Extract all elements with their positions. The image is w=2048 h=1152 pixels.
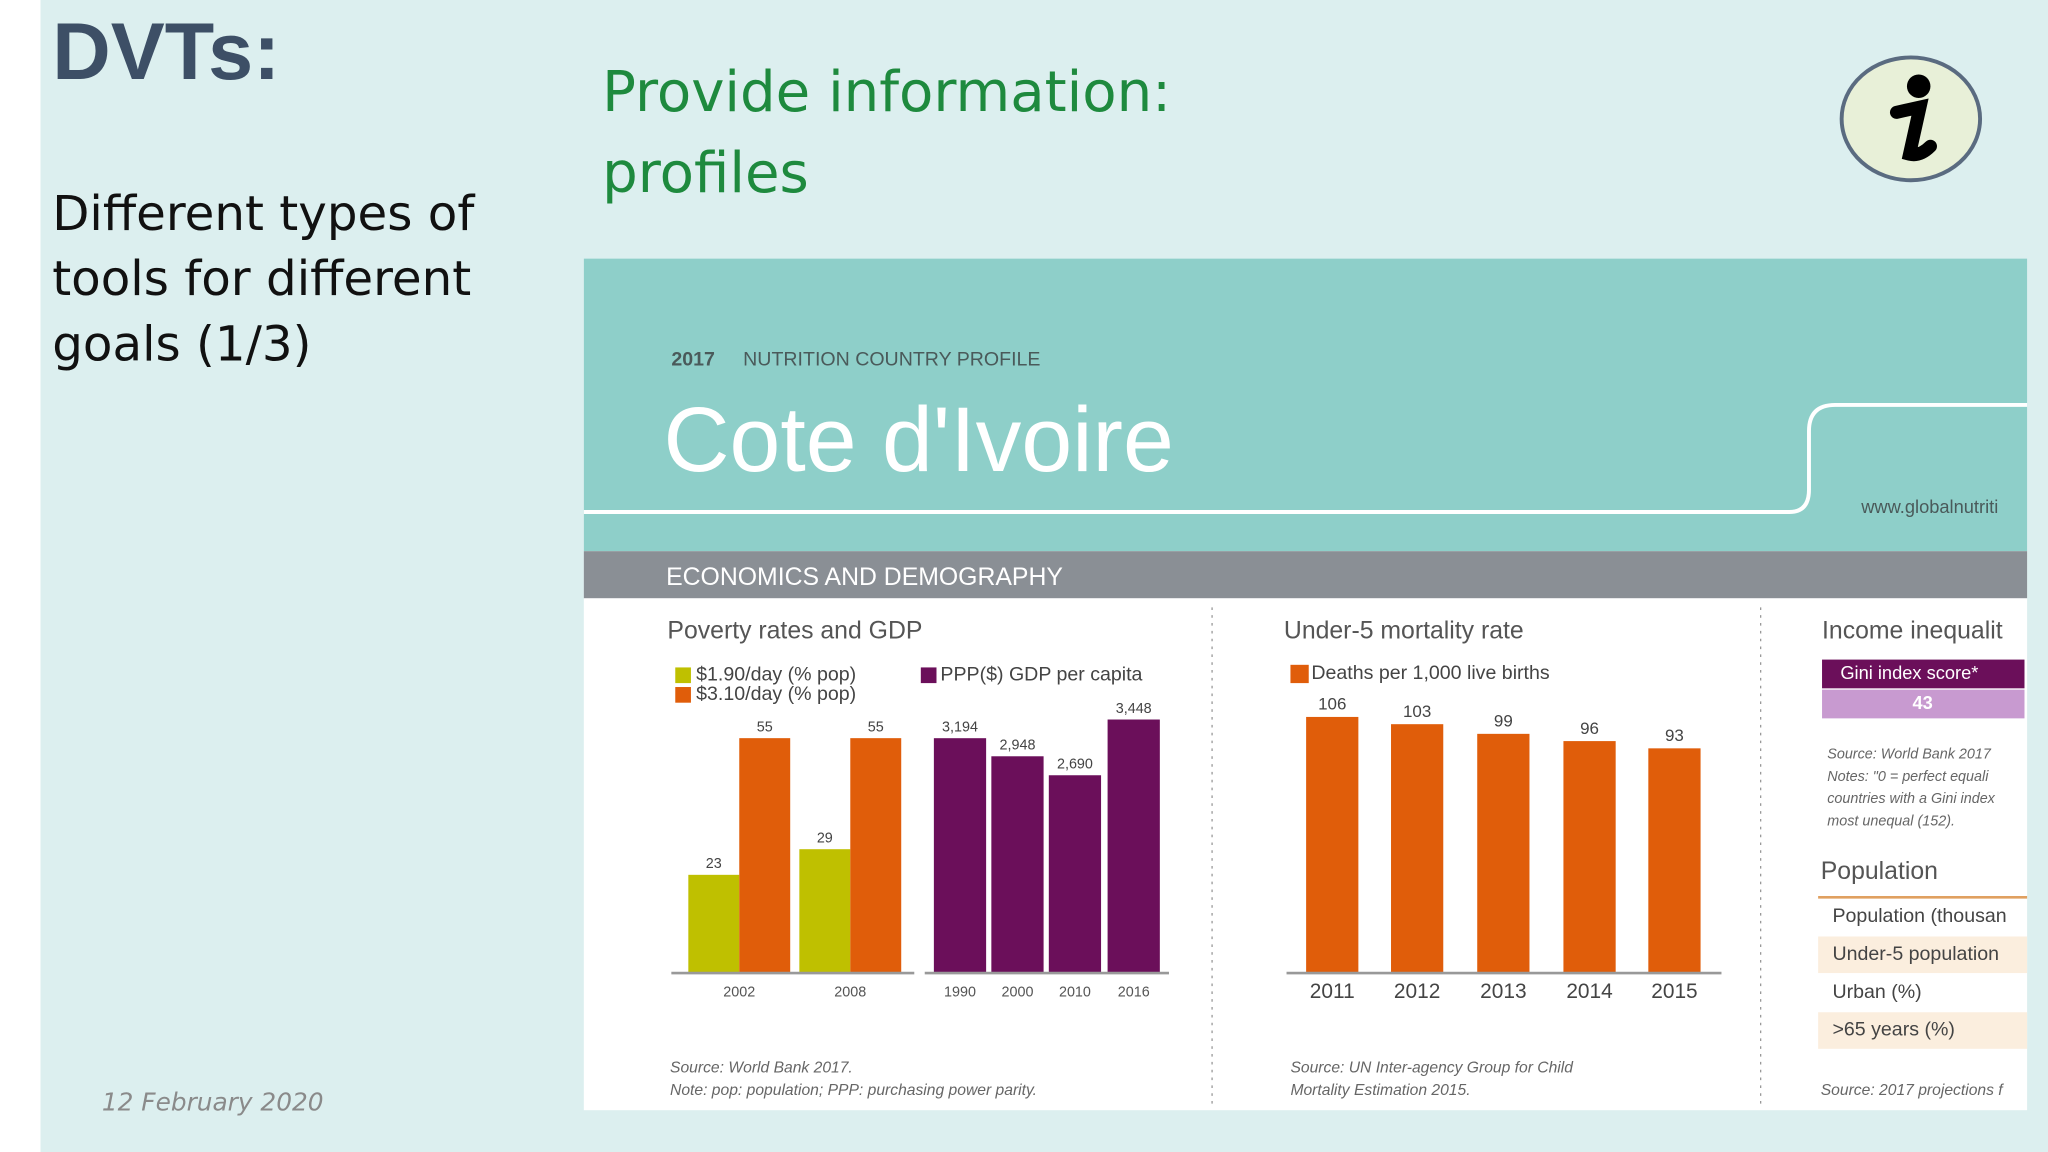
data-label: 3,448	[1116, 701, 1152, 717]
inequality-note: most unequal (152).	[1827, 813, 1955, 829]
data-label: 29	[817, 831, 833, 847]
bar	[933, 738, 987, 974]
legend-swatch	[675, 667, 691, 684]
data-label: 2,948	[1000, 738, 1036, 754]
bar	[1648, 748, 1701, 974]
bar	[688, 874, 740, 974]
table-stripe	[1818, 1012, 2028, 1049]
subtitle-line: goals (1/3)	[52, 316, 311, 372]
bar	[991, 756, 1044, 974]
x-label: 2014	[1566, 980, 1612, 1003]
profile-label: NUTRITION COUNTRY PROFILE	[743, 349, 1040, 371]
bar	[1048, 775, 1102, 974]
gini-label: Gini index score*	[1840, 662, 1978, 683]
legend-label: $1.90/day (% pop)	[696, 663, 856, 685]
legend-swatch	[920, 667, 937, 684]
bar	[1477, 733, 1530, 974]
legend-label: PPP($) GDP per capita	[940, 663, 1142, 685]
note: Note: pop: population; PPP: purchasing p…	[670, 1082, 1037, 1099]
x-label: 2008	[834, 984, 866, 1000]
legend-swatch	[1290, 664, 1309, 684]
table-row: >65 years (%)	[1832, 1019, 1954, 1041]
data-label: 106	[1318, 695, 1346, 714]
slide-title: DVTs:	[52, 7, 280, 97]
inequality-note: Source: World Bank 2017	[1827, 747, 1992, 763]
x-label: 2015	[1651, 980, 1697, 1003]
bar	[1391, 724, 1444, 974]
legend-label: $3.10/day (% pop)	[696, 683, 856, 705]
x-label: 2012	[1394, 980, 1440, 1003]
chart-title: Under-5 mortality rate	[1284, 618, 1524, 645]
info-stem	[1889, 98, 1937, 162]
bar	[1563, 741, 1616, 974]
x-label: 2013	[1480, 980, 1526, 1003]
subtitle-line: Different types of	[52, 186, 475, 242]
heading-line: profiles	[602, 141, 809, 206]
bar	[1107, 719, 1160, 974]
data-label: 93	[1665, 726, 1684, 745]
table-row: Population (thousan	[1832, 905, 2006, 927]
source: Source: UN Inter-agency Group for Child	[1290, 1060, 1574, 1077]
data-label: 2,690	[1057, 757, 1093, 773]
data-label: 55	[868, 720, 884, 736]
profile-year: 2017	[671, 349, 715, 371]
section-bar	[583, 551, 2028, 599]
info-icon	[1839, 55, 1983, 183]
profile-header	[583, 258, 2028, 552]
bar	[1306, 716, 1359, 974]
x-label: 2000	[1001, 984, 1033, 1000]
country-name: Cote d'Ivoire	[664, 389, 1174, 491]
source: Source: World Bank 2017.	[670, 1060, 853, 1077]
data-label: 99	[1494, 712, 1513, 731]
subtitle-line: tools for different	[52, 251, 471, 307]
gini-value-box	[1822, 689, 2025, 719]
table-stripe	[1818, 936, 2028, 974]
legend-swatch	[675, 687, 691, 703]
data-label: 23	[706, 856, 722, 872]
x-label: 2002	[723, 984, 755, 1000]
x-label: 2010	[1059, 984, 1091, 1000]
table-row: Urban (%)	[1832, 981, 1921, 1003]
x-label: 2011	[1310, 980, 1355, 1003]
inequality-note: countries with a Gini index	[1827, 791, 1995, 807]
data-label: 3,194	[942, 720, 978, 736]
section-title: ECONOMICS AND DEMOGRAPHY	[666, 564, 1063, 591]
heading-line: Provide information:	[602, 60, 1171, 125]
data-label: 55	[757, 720, 773, 736]
x-label: 2016	[1118, 984, 1150, 1000]
info-dot	[1906, 74, 1931, 98]
bar	[739, 738, 791, 974]
profile-url: www.globalnutriti	[1860, 496, 1998, 517]
panel-title: Income inequalit	[1822, 618, 2003, 645]
date: 12 February 2020	[102, 1088, 324, 1117]
bar	[850, 738, 902, 974]
bar	[799, 849, 851, 974]
profile: 2017 NUTRITION COUNTRY PROFILE Cote d'Iv…	[583, 258, 2028, 1111]
header-line	[583, 402, 2028, 514]
gini-label-box	[1822, 659, 2025, 689]
data-label: 103	[1403, 702, 1431, 721]
source: Source: 2017 projections f	[1821, 1082, 2005, 1099]
inequality-note: Notes: "0 = perfect equali	[1827, 769, 1989, 785]
gini-value: 43	[1912, 692, 1932, 713]
chart-title: Poverty rates and GDP	[667, 618, 922, 645]
source: Mortality Estimation 2015.	[1290, 1082, 1470, 1099]
legend-label: Deaths per 1,000 live births	[1311, 662, 1550, 684]
table-row: Under-5 population	[1832, 943, 1999, 965]
x-label: 1990	[944, 984, 976, 1000]
panel-title: Population	[1821, 858, 1938, 885]
data-label: 96	[1580, 719, 1599, 738]
